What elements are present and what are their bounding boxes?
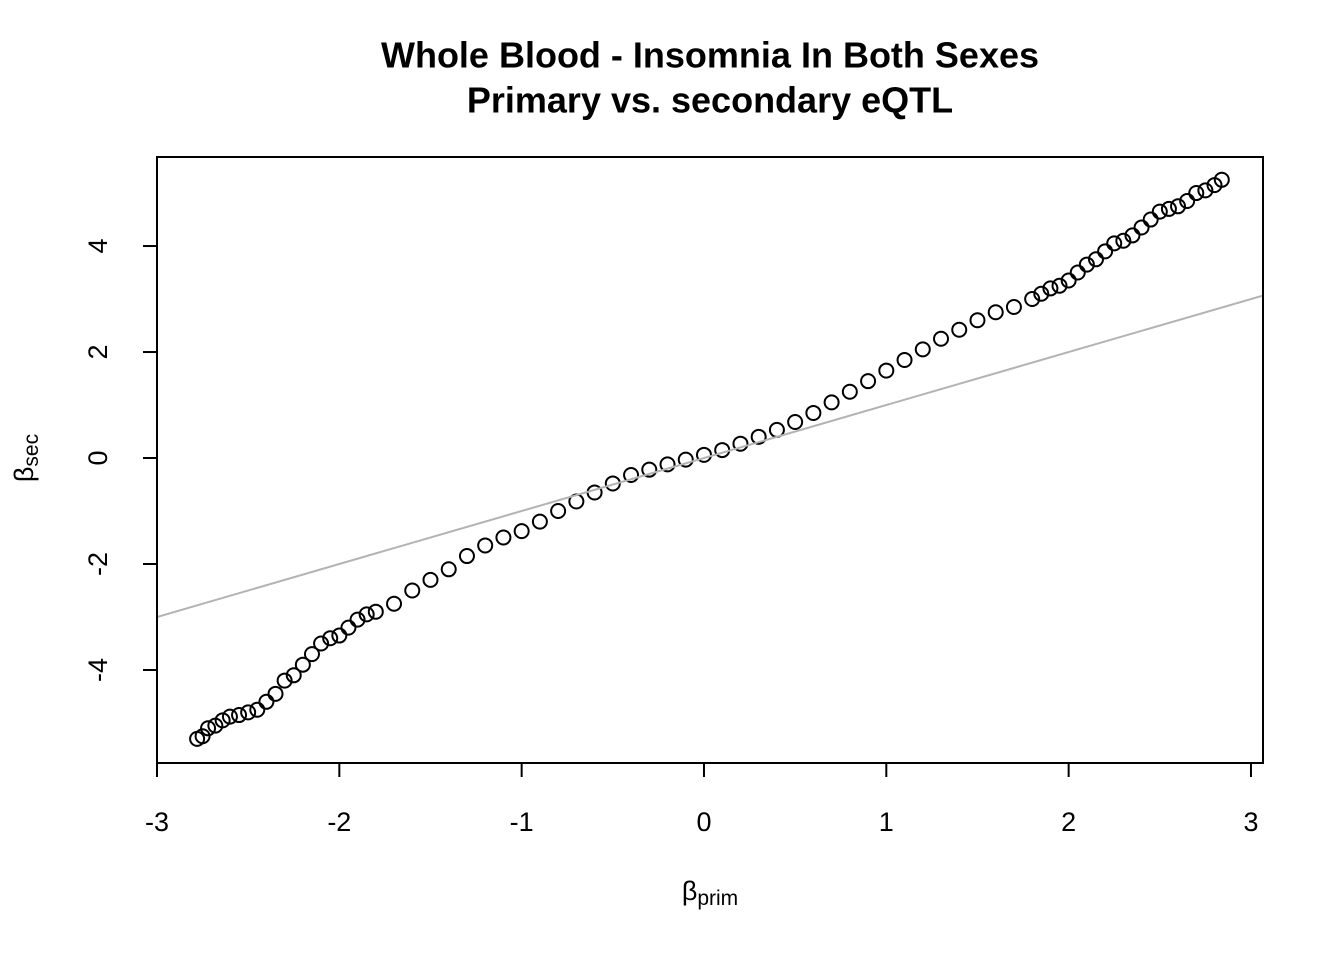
point [1133, 219, 1150, 236]
point [1115, 232, 1132, 249]
point [1087, 251, 1104, 268]
point [695, 446, 712, 463]
point [303, 646, 320, 663]
x-tick-label: 1 [879, 807, 894, 837]
point [214, 712, 231, 729]
point [1151, 203, 1168, 220]
point [1051, 277, 1068, 294]
x-tick-label: 0 [696, 807, 711, 837]
point [987, 304, 1004, 321]
point [1179, 192, 1196, 209]
point [1213, 171, 1230, 188]
point [495, 529, 512, 546]
y-label-subscript: sec [20, 434, 43, 467]
y-tick-label: -2 [83, 552, 113, 576]
point [1106, 235, 1123, 252]
plot-frame [156, 156, 1264, 764]
y-tick-label: 4 [83, 239, 113, 254]
point [249, 701, 266, 718]
x-label-subscript: prim [697, 887, 738, 910]
point [914, 341, 931, 358]
point [823, 394, 840, 411]
point [750, 428, 767, 445]
point [194, 728, 211, 745]
point [841, 383, 858, 400]
point [1060, 272, 1077, 289]
x-tick-label: 3 [1243, 807, 1258, 837]
x-tick-label: -1 [510, 807, 534, 837]
point [1097, 243, 1114, 260]
point [404, 582, 421, 599]
point [340, 619, 357, 636]
point [1170, 198, 1187, 215]
x-tick-label: 2 [1061, 807, 1076, 837]
point [285, 667, 302, 684]
reference-line [157, 294, 1263, 618]
point [349, 611, 366, 628]
point [1005, 298, 1022, 315]
point [240, 704, 257, 721]
point [1024, 291, 1041, 308]
point [787, 413, 804, 430]
point [231, 707, 248, 724]
point [732, 435, 749, 452]
point [440, 561, 457, 578]
chart-subtitle: Primary vs. secondary eQTL [467, 80, 953, 121]
y-label-symbol: β [9, 467, 39, 483]
point [1142, 211, 1159, 228]
point [1160, 200, 1177, 217]
point [1078, 256, 1095, 273]
point [200, 720, 217, 737]
point [659, 456, 676, 473]
point [878, 362, 895, 379]
y-tick-label: 2 [83, 345, 113, 360]
point [677, 451, 694, 468]
x-tick-label: -2 [327, 807, 351, 837]
point [805, 404, 822, 421]
point [477, 537, 494, 554]
point [386, 595, 403, 612]
point [951, 321, 968, 338]
y-tick-label: 0 [83, 450, 113, 465]
point [641, 461, 658, 478]
x-label-symbol: β [682, 876, 698, 906]
point [933, 330, 950, 347]
y-tick-label: -4 [83, 658, 113, 682]
point [1033, 285, 1050, 302]
point [322, 630, 339, 647]
point [896, 351, 913, 368]
point [531, 513, 548, 530]
point [331, 627, 348, 644]
chart-title: Whole Blood - Insomnia In Both Sexes [381, 35, 1039, 76]
point [422, 571, 439, 588]
point [550, 503, 567, 520]
point [513, 523, 530, 540]
point [860, 373, 877, 390]
y-axis-label: βsec [9, 434, 42, 482]
point [313, 635, 330, 652]
point [276, 672, 293, 689]
x-tick-label: -3 [145, 807, 169, 837]
point [1188, 185, 1205, 202]
point [969, 312, 986, 329]
point [1069, 264, 1086, 281]
point [367, 603, 384, 620]
point [623, 466, 640, 483]
point [267, 685, 284, 702]
point [358, 606, 375, 623]
point [258, 693, 275, 710]
point [1042, 280, 1059, 297]
point [294, 656, 311, 673]
x-axis-label: βprim [682, 876, 738, 909]
point [458, 548, 475, 565]
point [1197, 182, 1214, 199]
point [221, 708, 238, 725]
point [1124, 227, 1141, 244]
